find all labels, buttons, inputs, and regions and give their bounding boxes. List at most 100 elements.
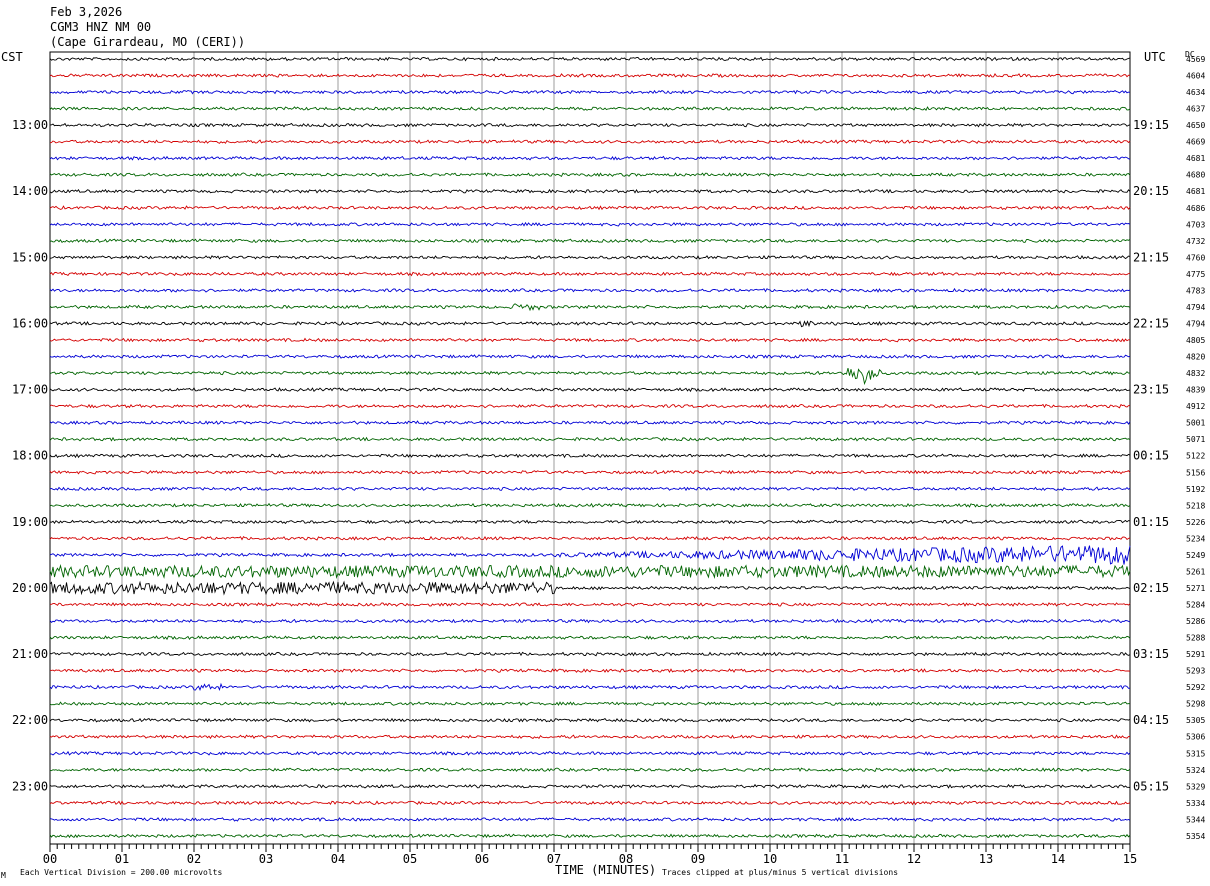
dc-offset-47: 5354 — [1186, 832, 1205, 841]
trace-16 — [49, 320, 1131, 328]
utc-label-6: 01:15 — [1133, 515, 1169, 529]
trace-45 — [49, 800, 1131, 806]
dc-offset-31: 5261 — [1186, 567, 1205, 576]
x-tick-label-9: 09 — [691, 852, 705, 866]
trace-19 — [49, 367, 1131, 386]
trace-30 — [49, 545, 1131, 565]
dc-offset-3: 4637 — [1186, 105, 1205, 114]
trace-22 — [49, 420, 1131, 426]
trace-27 — [49, 502, 1131, 508]
x-tick-label-6: 06 — [475, 852, 489, 866]
trace-25 — [49, 469, 1131, 475]
trace-32 — [49, 580, 1131, 596]
dc-offset-33: 5284 — [1186, 600, 1205, 609]
utc-label-2: 21:15 — [1133, 250, 1169, 264]
trace-21 — [49, 403, 1131, 409]
dc-offset-10: 4703 — [1186, 220, 1205, 229]
dc-offset-39: 5298 — [1186, 700, 1205, 709]
dc-offset-13: 4775 — [1186, 270, 1205, 279]
dc-offset-44: 5329 — [1186, 782, 1205, 791]
trace-38 — [49, 682, 1131, 692]
dc-offset-14: 4783 — [1186, 286, 1205, 295]
x-tick-label-2: 02 — [187, 852, 201, 866]
utc-label-8: 03:15 — [1133, 647, 1169, 661]
corner-mark: M — [1, 871, 6, 880]
trace-36 — [49, 651, 1131, 657]
dc-offset-1: 4604 — [1186, 72, 1205, 81]
dc-offset-2: 4634 — [1186, 88, 1205, 97]
cst-label-10: 23:00 — [12, 779, 48, 793]
utc-label-10: 05:15 — [1133, 779, 1169, 793]
utc-label-9: 04:15 — [1133, 713, 1169, 727]
dc-offset-9: 4686 — [1186, 204, 1205, 213]
trace-35 — [49, 635, 1131, 641]
dc-offset-45: 5334 — [1186, 799, 1205, 808]
dc-offset-8: 4681 — [1186, 187, 1205, 196]
x-tick-label-3: 03 — [259, 852, 273, 866]
trace-9 — [49, 205, 1131, 211]
trace-14 — [49, 287, 1131, 293]
dc-offset-29: 5234 — [1186, 534, 1205, 543]
x-axis-title: TIME (MINUTES) — [555, 863, 656, 877]
dc-offset-24: 5122 — [1186, 452, 1205, 461]
x-tick-label-8: 08 — [619, 852, 633, 866]
dc-offset-25: 5156 — [1186, 468, 1205, 477]
dc-offset-30: 5249 — [1186, 551, 1205, 560]
seismic-traces — [49, 56, 1131, 839]
dc-offset-4: 4650 — [1186, 121, 1205, 130]
cst-label-7: 20:00 — [12, 581, 48, 595]
trace-13 — [49, 271, 1131, 277]
x-tick-label-11: 11 — [835, 852, 849, 866]
station-label: CGM3 HNZ NM 00 — [50, 20, 151, 34]
dc-offset-labels: 4569 4604 4634 4637 4650 4669 4681 4680 4681 4686… — [1186, 55, 1205, 841]
cst-label-2: 15:00 — [12, 250, 48, 264]
trace-34 — [49, 618, 1131, 624]
dc-offset-41: 5306 — [1186, 733, 1205, 742]
dc-offset-18: 4820 — [1186, 353, 1205, 362]
trace-10 — [49, 221, 1131, 227]
dc-offset-27: 5218 — [1186, 501, 1205, 510]
trace-20 — [49, 387, 1131, 393]
trace-15 — [49, 303, 1131, 312]
trace-28 — [49, 519, 1131, 525]
dc-offset-6: 4681 — [1186, 154, 1205, 163]
trace-46 — [49, 816, 1131, 822]
cst-label-1: 14:00 — [12, 184, 48, 198]
x-tick-label-12: 12 — [907, 852, 921, 866]
cst-time-labels: 13:00 14:00 15:00 16:00 17:00 18:00 19:00 20:00… — [12, 118, 48, 793]
utc-label-3: 22:15 — [1133, 316, 1169, 330]
dc-offset-17: 4805 — [1186, 336, 1205, 345]
dc-offset-34: 5286 — [1186, 617, 1205, 626]
dc-offset-7: 4680 — [1186, 171, 1205, 180]
trace-33 — [50, 602, 1131, 607]
x-tick-label-15: 15 — [1123, 852, 1137, 866]
dc-offset-40: 5305 — [1186, 716, 1205, 725]
trace-37 — [49, 668, 1131, 674]
x-tick-label-5: 05 — [403, 852, 417, 866]
dc-offset-38: 5292 — [1186, 683, 1205, 692]
dc-offset-36: 5291 — [1186, 650, 1205, 659]
trace-44 — [49, 783, 1131, 789]
date-label: Feb 3,2026 — [50, 5, 122, 19]
trace-12 — [49, 254, 1131, 260]
trace-47 — [49, 833, 1131, 839]
trace-23 — [49, 436, 1131, 442]
utc-label-7: 02:15 — [1133, 581, 1169, 595]
dc-offset-46: 5344 — [1186, 815, 1205, 824]
x-tick-label-14: 14 — [1051, 852, 1065, 866]
clip-note: Traces clipped at plus/minus 5 vertical … — [662, 868, 898, 877]
dc-offset-37: 5293 — [1186, 667, 1205, 676]
dc-offset-11: 4732 — [1186, 237, 1205, 246]
utc-label-1: 20:15 — [1133, 184, 1169, 198]
dc-offset-15: 4794 — [1186, 303, 1205, 312]
utc-label-4: 23:15 — [1133, 383, 1169, 397]
utc-time-labels: 19:15 20:15 21:15 22:15 23:15 00:15 01:15 02:15… — [1133, 118, 1169, 793]
dc-offset-0: 4569 — [1186, 55, 1205, 64]
x-axis-ticks: 00 01 02 03 04 05 06 07 08 09 10 11 12 13 14 15 — [43, 844, 1137, 866]
trace-42 — [49, 750, 1131, 756]
x-tick-label-0: 00 — [43, 852, 57, 866]
dc-offset-32: 5271 — [1186, 584, 1205, 593]
dc-header-label: DC — [1185, 50, 1195, 59]
trace-31 — [49, 563, 1131, 580]
